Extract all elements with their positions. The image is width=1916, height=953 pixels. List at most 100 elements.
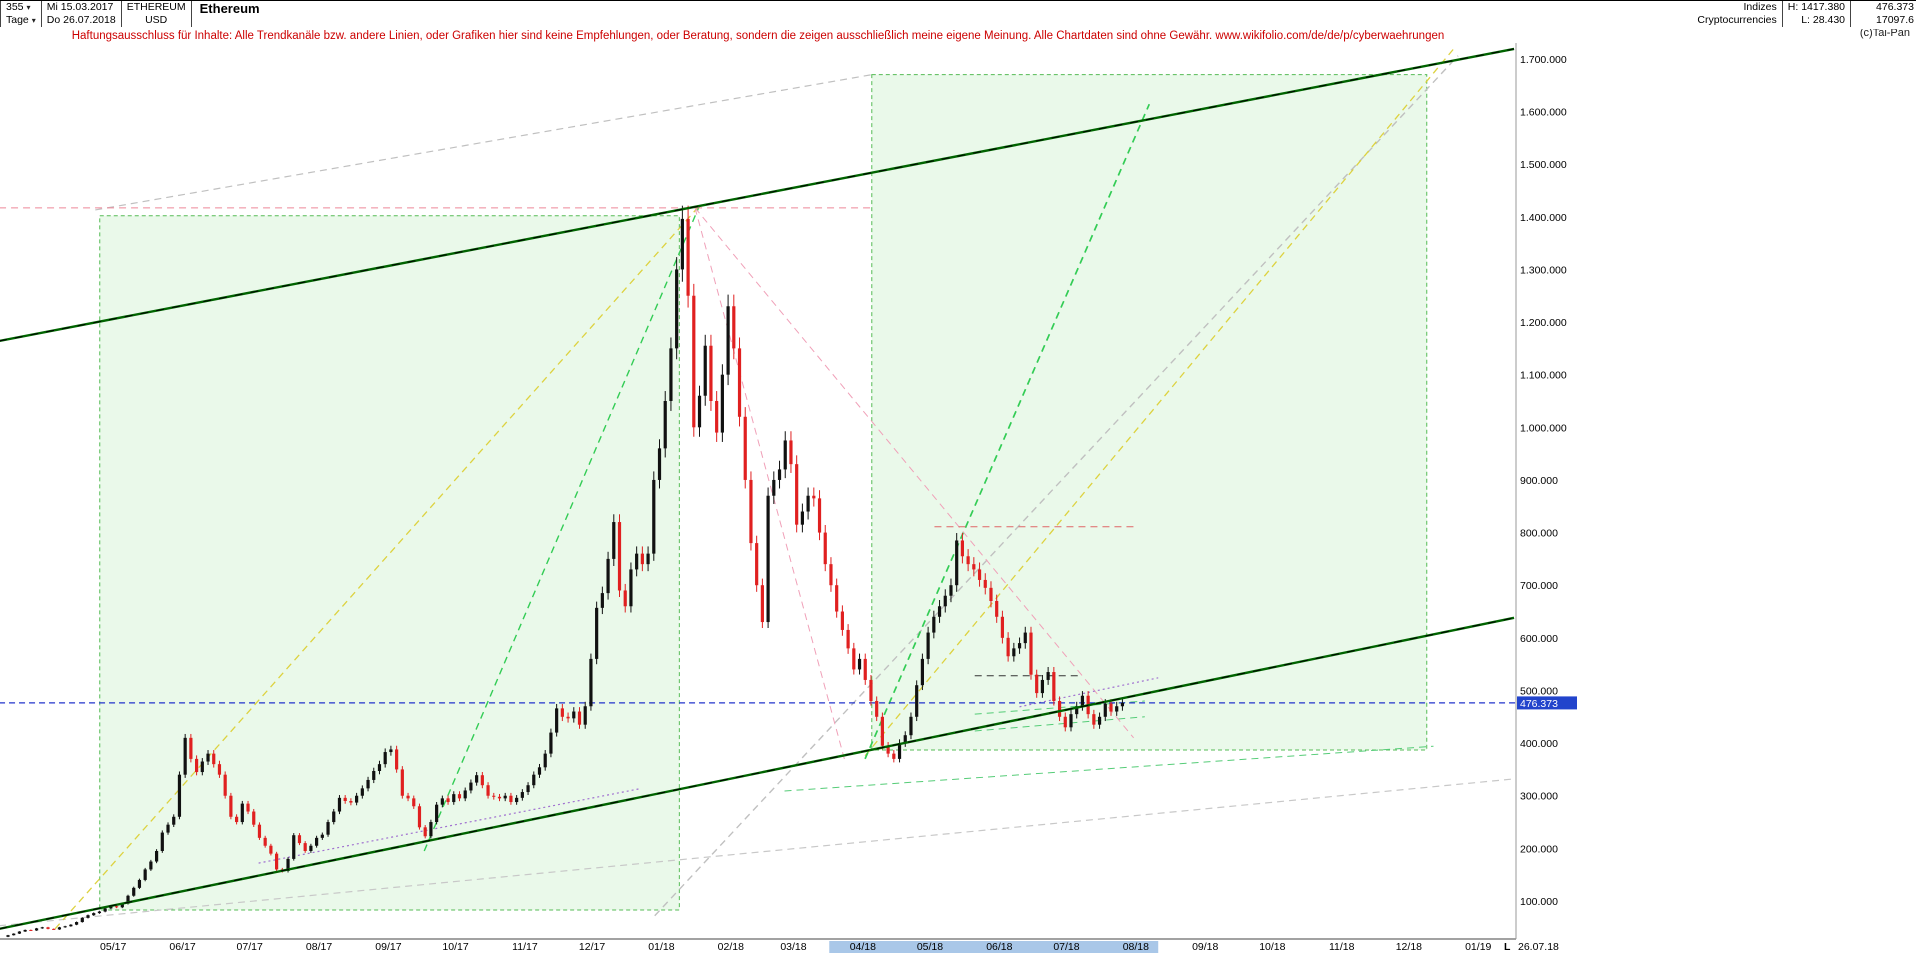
header-bar: 355 ▾ Tage ▾ Mi 15.03.2017 Do 26.07.2018 E… <box>0 1 1916 29</box>
candle <box>177 774 182 817</box>
green-support-flat <box>784 745 1434 792</box>
candle <box>63 926 67 928</box>
date-from[interactable]: Mi 15.03.2017 <box>46 1 114 13</box>
candle <box>126 895 130 904</box>
pink-fan-2 <box>694 207 1134 739</box>
candle <box>109 906 113 909</box>
candle <box>23 929 27 932</box>
y-axis-label: 300.000 <box>1520 791 1558 803</box>
high-low-cell: H: 1417.380 L: 28.430 <box>1783 1 1851 27</box>
x-axis-label: 04/18 <box>850 941 876 953</box>
y-axis-label: 1.700.000 <box>1520 54 1567 66</box>
category-indizes[interactable]: Indizes <box>1743 1 1777 13</box>
candle <box>1052 672 1056 701</box>
gray-resistance-extension <box>95 74 872 211</box>
candle <box>160 832 164 851</box>
x-axis-label: 07/17 <box>237 941 263 953</box>
candle <box>240 803 244 823</box>
candle <box>766 495 770 623</box>
candle <box>1080 695 1085 707</box>
candle <box>166 824 170 833</box>
candle <box>132 887 136 896</box>
x-axis-label: 02/18 <box>718 941 744 953</box>
candle <box>897 743 902 759</box>
candle <box>457 794 462 799</box>
candle <box>823 532 827 565</box>
last-price-value: 476.373 <box>1876 1 1914 13</box>
x-axis-label: 12/17 <box>579 941 605 953</box>
candle <box>463 790 467 799</box>
bars-count-value: 355 <box>6 1 24 13</box>
candle <box>846 629 850 649</box>
candle <box>1120 702 1125 707</box>
candle <box>892 753 896 759</box>
candle <box>349 800 353 803</box>
trend-zone-2017 <box>99 215 680 911</box>
candle <box>223 774 227 796</box>
candle <box>886 745 890 754</box>
quote-values-cell: 476.373 17097.6 <box>1851 1 1916 27</box>
candle <box>680 218 684 270</box>
candle <box>503 795 507 799</box>
candle <box>206 753 210 762</box>
channel-top-dash <box>0 48 1515 342</box>
yellow-trend-2018 <box>864 48 1455 757</box>
y-axis-label: 700.000 <box>1520 580 1558 592</box>
candle <box>332 811 336 823</box>
x-axis-label: 06/18 <box>986 941 1012 953</box>
candle <box>606 558 610 594</box>
candle <box>869 679 873 701</box>
candle <box>297 835 302 844</box>
candle <box>789 440 793 465</box>
bars-count-dropdown[interactable]: 355 ▾ <box>6 1 36 14</box>
x-axis-selection-band[interactable] <box>829 941 1159 953</box>
candle <box>720 374 724 433</box>
last-marker: L <box>1504 941 1511 953</box>
date-range-cell: Mi 15.03.2017 Do 26.07.2018 <box>42 1 122 27</box>
candle <box>1115 706 1119 712</box>
candle <box>977 569 982 580</box>
candle <box>697 395 702 428</box>
candle <box>1063 716 1067 728</box>
candle <box>1029 632 1033 675</box>
candle <box>355 795 359 803</box>
candle <box>863 658 867 680</box>
candle <box>269 845 273 854</box>
candle <box>560 708 564 717</box>
y-axis-label: 1.200.000 <box>1520 317 1567 329</box>
candle <box>983 579 987 588</box>
y-axis-label: 200.000 <box>1520 843 1558 855</box>
candle <box>57 927 62 930</box>
category-cryptocurrencies[interactable]: Cryptocurrencies <box>1697 14 1777 26</box>
candle <box>1046 672 1050 680</box>
candle <box>915 685 919 717</box>
candle <box>737 348 742 417</box>
candle <box>1075 706 1079 715</box>
candle <box>337 797 342 812</box>
candle <box>103 908 107 912</box>
y-axis-label: 1.500.000 <box>1520 159 1567 171</box>
period-high-label: H: 1417.380 <box>1787 1 1845 13</box>
candle <box>1035 674 1039 694</box>
category-cell: Indizes Cryptocurrencies <box>1692 1 1783 27</box>
candle <box>960 540 965 557</box>
candle <box>926 632 930 659</box>
candle <box>1097 716 1102 725</box>
candle <box>749 479 753 544</box>
periodicity-dropdown[interactable]: Tage ▾ <box>6 14 36 27</box>
candle <box>755 543 759 586</box>
x-axis-label: 11/18 <box>1329 941 1355 953</box>
candle <box>212 753 216 765</box>
candle <box>646 553 650 565</box>
candle <box>183 737 187 775</box>
date-to[interactable]: Do 26.07.2018 <box>46 14 116 26</box>
candle <box>955 540 959 586</box>
candle <box>40 927 44 929</box>
candle <box>480 775 484 786</box>
candle <box>732 306 736 349</box>
candle <box>217 764 222 775</box>
candle <box>286 858 290 871</box>
x-axis-label: 06/17 <box>169 941 195 953</box>
candle <box>229 795 233 817</box>
